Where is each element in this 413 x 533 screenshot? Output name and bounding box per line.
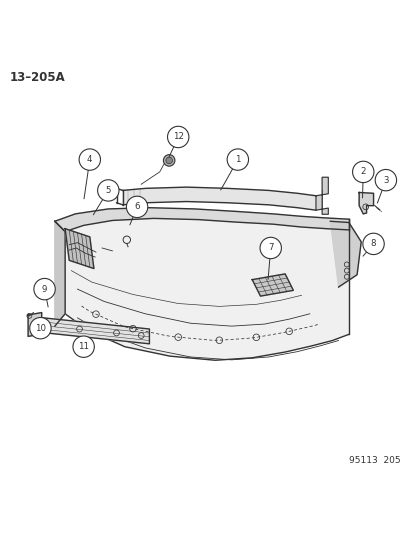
Polygon shape [65,219,348,360]
Text: 9: 9 [42,285,47,294]
Text: 7: 7 [267,244,273,253]
Text: 95113  205: 95113 205 [348,456,399,465]
Text: 2: 2 [360,167,365,176]
Text: 5: 5 [105,186,111,195]
Circle shape [73,336,94,358]
Circle shape [30,318,51,339]
Polygon shape [32,317,149,344]
Text: 3: 3 [382,176,388,184]
Circle shape [126,196,147,217]
Polygon shape [330,221,360,287]
Polygon shape [252,274,293,296]
Circle shape [167,126,188,148]
Text: 10: 10 [35,324,46,333]
Text: 6: 6 [134,203,140,212]
Circle shape [362,233,383,255]
Circle shape [227,149,248,170]
Circle shape [352,161,373,183]
Polygon shape [55,221,65,326]
Circle shape [374,169,396,191]
Polygon shape [122,187,315,210]
Polygon shape [358,192,373,214]
Polygon shape [55,208,348,231]
Circle shape [97,180,119,201]
Text: 1: 1 [235,155,240,164]
Polygon shape [65,229,94,269]
Circle shape [259,237,281,259]
Text: 12: 12 [172,133,183,141]
Text: 11: 11 [78,342,89,351]
Polygon shape [28,312,42,336]
Circle shape [34,278,55,300]
Polygon shape [315,177,328,214]
Circle shape [163,155,175,166]
Circle shape [79,149,100,170]
Text: 4: 4 [87,155,93,164]
Circle shape [166,157,172,164]
Text: 8: 8 [370,239,375,248]
Text: 13–205A: 13–205A [9,71,65,84]
